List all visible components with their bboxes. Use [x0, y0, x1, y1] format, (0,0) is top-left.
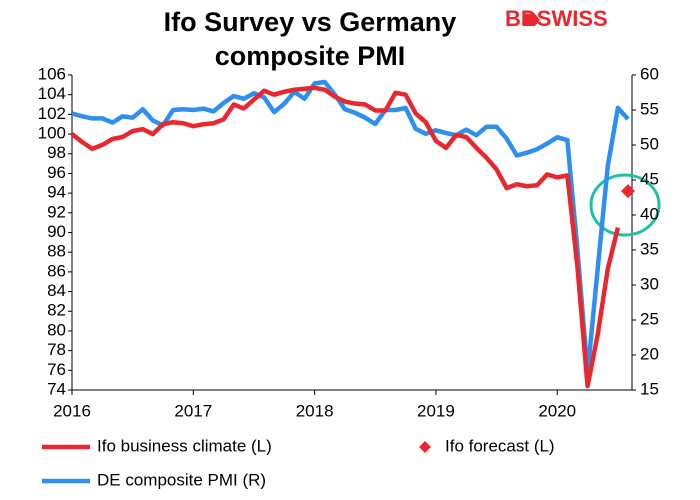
y2-tick-label: 55 — [640, 99, 659, 118]
logo: BDSWISS — [505, 6, 608, 31]
series-line — [70, 85, 621, 389]
y-tick-label: 98 — [47, 143, 66, 162]
y2-tick-label: 15 — [640, 379, 659, 398]
y-tick-label: 82 — [47, 301, 66, 320]
y2-tick-label: 20 — [640, 344, 659, 363]
y-tick-label: 92 — [47, 202, 66, 221]
y-tick-label: 84 — [47, 281, 66, 300]
y2-tick-label: 30 — [640, 274, 659, 293]
y-tick-label: 88 — [47, 242, 66, 261]
y-tick-label: 78 — [47, 340, 66, 359]
y-tick-label: 106 — [38, 64, 66, 83]
x-tick-label: 2017 — [174, 401, 212, 420]
logo-text: BDSWISS — [505, 6, 608, 31]
chart-title: Ifo Survey vs Germany — [164, 7, 457, 37]
y-tick-label: 76 — [47, 360, 66, 379]
highlight-circle — [589, 173, 661, 237]
legend-marker — [419, 441, 431, 453]
legend-label: Ifo business climate (L) — [97, 436, 272, 455]
y-tick-label: 94 — [47, 183, 66, 202]
logo-icon — [523, 14, 540, 26]
y-tick-label: 80 — [47, 320, 66, 339]
x-tick-label: 2018 — [296, 401, 334, 420]
y2-tick-label: 25 — [640, 309, 659, 328]
y2-tick-label: 35 — [640, 239, 659, 258]
series-line — [71, 79, 630, 376]
legend-label: DE composite PMI (R) — [97, 470, 266, 489]
y-tick-label: 90 — [47, 222, 66, 241]
forecast-marker — [621, 184, 635, 199]
y2-tick-label: 45 — [640, 169, 659, 188]
y-tick-label: 86 — [47, 261, 66, 280]
x-tick-label: 2019 — [417, 401, 455, 420]
y-tick-label: 96 — [47, 163, 66, 182]
y-tick-label: 104 — [38, 84, 66, 103]
x-tick-label: 2016 — [53, 401, 91, 420]
y2-tick-label: 50 — [640, 134, 659, 153]
y-tick-label: 100 — [38, 124, 66, 143]
y2-tick-label: 40 — [640, 204, 659, 223]
x-tick-label: 2020 — [538, 401, 576, 420]
y-tick-label: 102 — [38, 104, 66, 123]
chart-title: composite PMI — [215, 41, 406, 71]
legend-label: Ifo forecast (L) — [445, 436, 555, 455]
y2-tick-label: 60 — [640, 64, 659, 83]
y-tick-label: 74 — [47, 379, 66, 398]
